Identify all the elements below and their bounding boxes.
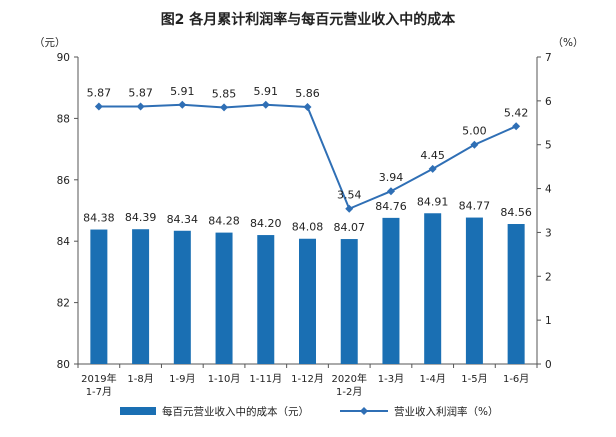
line-point	[94, 102, 103, 111]
bar	[382, 217, 400, 364]
bar	[299, 238, 316, 364]
bar-value-label: 84.20	[250, 217, 282, 230]
left-tick-label: 88	[57, 113, 70, 125]
bar-value-label: 84.56	[500, 206, 532, 219]
line-value-label: 5.87	[87, 87, 112, 100]
line-value-label: 3.54	[337, 189, 362, 202]
x-category-label: 1-11月	[249, 373, 282, 385]
bar-value-label: 84.91	[417, 195, 449, 208]
bar	[173, 230, 191, 364]
bar	[215, 232, 233, 364]
bar	[424, 213, 442, 364]
bar	[90, 229, 108, 364]
right-tick-label: 0	[545, 359, 552, 371]
line-value-label: 5.91	[254, 85, 279, 98]
line-point	[386, 187, 395, 196]
line-value-label: 3.94	[379, 171, 404, 184]
x-category-label: 1-3月	[378, 373, 404, 385]
bar-value-label: 84.08	[292, 221, 324, 234]
bar-value-label: 84.76	[375, 200, 407, 213]
x-category-label: 1-6月	[503, 373, 529, 385]
line-series: 5.87 5.87 5.91 5.85 5.91 5.86 3.54 3.94 4.45 5.00…	[87, 85, 529, 213]
line-point	[220, 103, 229, 112]
left-tick-label: 86	[57, 175, 71, 187]
line-value-label: 5.85	[212, 87, 237, 100]
x-category-label: 2019年	[81, 372, 116, 385]
line-point	[261, 100, 270, 109]
right-tick-label: 6	[545, 96, 552, 108]
line-value-label: 5.42	[504, 106, 529, 119]
x-category-label: 2020年	[332, 372, 367, 385]
left-tick-label: 84	[57, 236, 71, 248]
bar-value-label: 84.77	[459, 200, 491, 213]
legend-bar-swatch	[120, 407, 156, 415]
x-category-label: 1-7月	[86, 386, 112, 398]
left-tick-label: 80	[57, 359, 70, 371]
right-axis-unit: （%）	[553, 37, 584, 49]
bar	[257, 235, 275, 364]
line-path	[98, 103, 517, 211]
x-category-label: 1-8月	[127, 373, 153, 385]
bar-value-label: 84.39	[125, 211, 157, 224]
axes: 80 82 84 86 88 90 0 1 2 3 4 5 6 7	[57, 52, 552, 371]
chart-title: 图2 各月累计利润率与每百元营业收入中的成本	[161, 11, 457, 28]
line-point	[470, 140, 479, 149]
x-category-label: 1-4月	[420, 373, 446, 385]
bar-value-label: 84.38	[83, 212, 115, 225]
left-tick-label: 82	[57, 298, 70, 310]
line-value-label: 5.87	[128, 87, 153, 100]
x-category-label: 1-5月	[461, 373, 487, 385]
bar	[340, 239, 358, 364]
bar-value-label: 84.28	[208, 215, 240, 228]
x-category-label: 1-9月	[169, 373, 195, 385]
right-tick-label: 7	[545, 52, 552, 64]
right-tick-label: 1	[545, 315, 552, 327]
x-category-label: 1-12月	[291, 373, 324, 385]
line-point	[178, 100, 187, 109]
line-point	[512, 122, 521, 131]
legend-line-label: 营业收入利润率（%）	[394, 405, 498, 418]
bar-value-label: 84.07	[333, 221, 365, 234]
bar-value-label: 84.34	[167, 213, 199, 226]
line-value-label: 4.45	[420, 149, 445, 162]
line-point	[303, 102, 312, 111]
line-value-label: 5.91	[170, 85, 195, 98]
left-tick-label: 90	[57, 52, 70, 64]
left-axis-unit: （元）	[34, 37, 66, 49]
line-point	[345, 204, 354, 213]
right-tick-label: 2	[545, 271, 552, 283]
right-tick-label: 4	[545, 184, 552, 196]
legend-line-marker	[360, 407, 368, 415]
x-category-label: 1-2月	[336, 386, 362, 398]
legend: 每百元营业收入中的成本（元） 营业收入利润率（%）	[120, 405, 498, 418]
line-value-label: 5.00	[462, 125, 487, 138]
bar	[507, 224, 525, 364]
right-tick-label: 3	[545, 227, 552, 239]
legend-bar-label: 每百元营业收入中的成本（元）	[162, 405, 309, 418]
x-category-label: 1-10月	[208, 373, 241, 385]
line-point	[428, 164, 437, 173]
bar	[465, 217, 483, 364]
line-point	[136, 102, 145, 111]
bar	[132, 229, 150, 364]
right-tick-label: 5	[545, 140, 552, 152]
bar-series: 84.38 84.39 84.34 84.28 84.20 84.08 84.07 84.76…	[83, 195, 532, 364]
line-value-label: 5.86	[295, 87, 320, 100]
